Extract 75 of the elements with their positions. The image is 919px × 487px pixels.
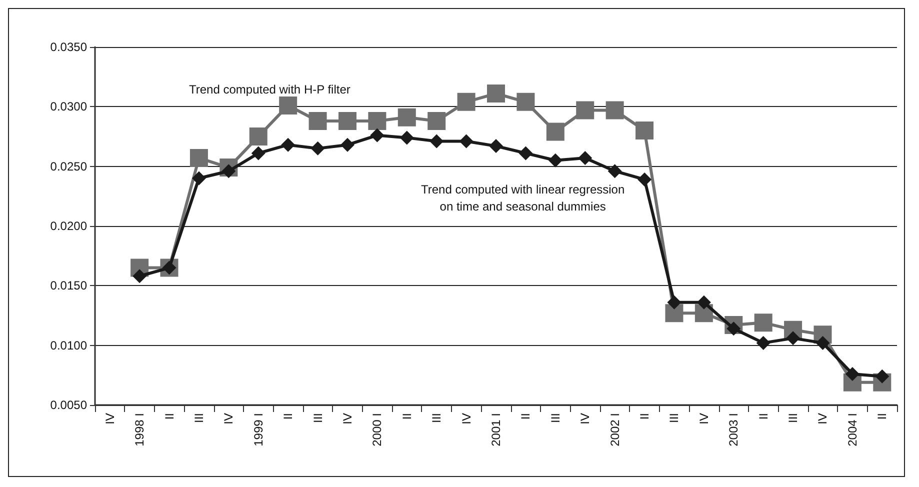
point [489, 139, 503, 154]
x-tick-label: 2001 I [489, 413, 503, 446]
x-tick-label: IV [102, 413, 117, 424]
x-tick-label: III [192, 413, 206, 424]
point [576, 101, 594, 120]
x-tick-label: IV [816, 413, 830, 424]
point [754, 314, 772, 332]
point [430, 134, 444, 148]
point [518, 146, 533, 160]
point [548, 153, 562, 168]
y-tick-label: 0.0350 [50, 40, 88, 54]
point [845, 366, 860, 381]
point [249, 128, 268, 146]
point [786, 331, 800, 346]
y-tick-label: 0.0250 [50, 159, 88, 174]
point [338, 112, 356, 130]
point [667, 295, 682, 310]
x-tick-label: II [400, 413, 414, 420]
y-tick-label: 0.0050 [50, 398, 88, 412]
x-tick-label: II [756, 413, 770, 420]
annotation: Trend computed with H-P filter [189, 82, 350, 96]
x-tick-label: II [875, 413, 890, 420]
x-tick-label: II [162, 413, 176, 420]
point [696, 295, 711, 310]
point [370, 128, 384, 142]
x-tick-label: 2000 I [370, 413, 384, 446]
point [578, 150, 592, 165]
y-tick-label: 0.0200 [50, 219, 88, 233]
x-tick-label: 2002 I [608, 413, 622, 446]
x-tick-label: II [638, 413, 652, 420]
point [638, 172, 652, 186]
x-tick-label: IV [696, 413, 711, 424]
point [516, 92, 535, 111]
point [310, 141, 325, 156]
x-tick-label: 2003 I [726, 413, 741, 446]
x-tick-label: III [786, 413, 800, 424]
point [132, 269, 147, 284]
point [428, 112, 446, 130]
point [756, 336, 770, 350]
x-tick-label: IV [578, 413, 592, 424]
point [665, 304, 684, 322]
x-tick-label: 1998 I [132, 413, 147, 446]
x-tick-label: III [667, 413, 682, 424]
point [459, 134, 474, 148]
x-tick-label: III [310, 413, 325, 424]
point [457, 92, 476, 111]
point [308, 112, 327, 130]
point [251, 146, 266, 160]
x-tick-label: III [548, 413, 562, 424]
point [281, 138, 296, 152]
point [340, 138, 354, 152]
x-tick-label: 2004 I [845, 413, 860, 446]
point [487, 84, 505, 103]
point [608, 164, 622, 178]
point [636, 122, 654, 140]
point [192, 171, 206, 186]
point [398, 108, 416, 126]
point [400, 130, 414, 145]
point [368, 112, 386, 130]
y-tick-label: 0.0100 [50, 338, 88, 352]
x-tick-label: IV [340, 413, 354, 424]
y-tick-label: 0.0150 [50, 278, 88, 293]
point [190, 148, 208, 167]
point [606, 101, 624, 120]
point [546, 122, 564, 141]
annotation: Trend computed with linear regression on time and seasonal dummies [421, 182, 625, 214]
x-tick-label: 1999 I [251, 413, 266, 446]
point [816, 336, 830, 350]
x-tick-label: III [430, 413, 444, 424]
point [279, 96, 298, 114]
x-tick-label: II [281, 413, 296, 420]
x-tick-label: IV [222, 413, 236, 424]
y-tick-label: 0.0300 [50, 100, 88, 114]
x-tick-label: II [518, 413, 533, 420]
x-tick-label: IV [459, 413, 474, 424]
